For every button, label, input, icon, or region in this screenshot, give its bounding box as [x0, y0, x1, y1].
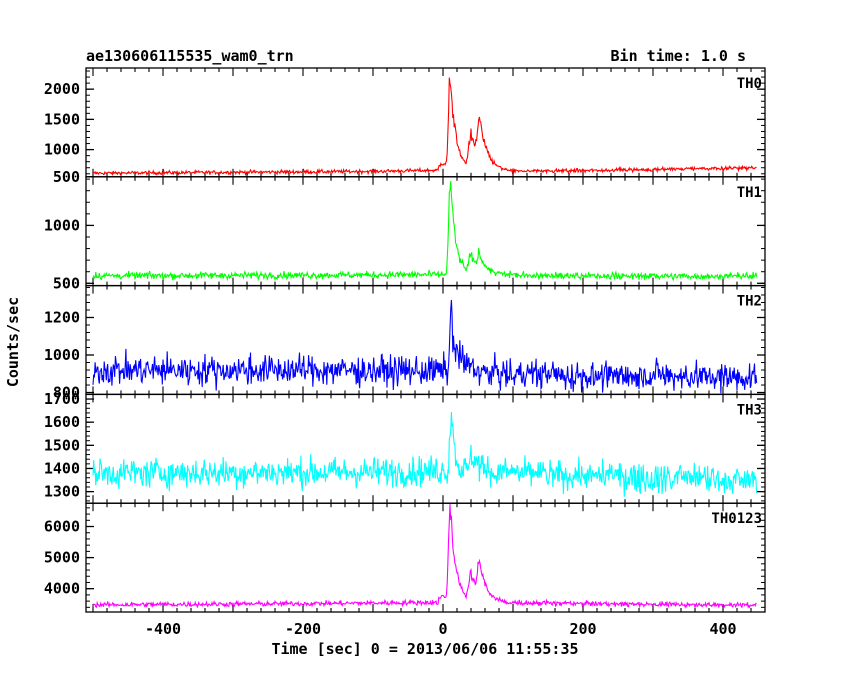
y-axis-label: Counts/sec [4, 297, 22, 387]
panel-label: TH0123 [711, 511, 762, 527]
y-tick-label: 4000 [44, 580, 80, 598]
panel-frame [85, 67, 766, 178]
y-tick-label: 500 [53, 168, 80, 186]
panel-frame [85, 176, 766, 287]
series-line-TH0 [92, 77, 757, 177]
y-tick-label: 1300 [44, 483, 80, 501]
panel-frame [85, 393, 766, 504]
y-tick-label: 1000 [44, 216, 80, 234]
x-tick-label: 0 [438, 620, 447, 638]
bin-time-label: Bin time: 1.0 s [611, 47, 746, 65]
panel-frame [85, 502, 766, 613]
panel-label: TH2 [737, 294, 762, 310]
x-axis-label: Time [sec] 0 = 2013/06/06 11:55:35 [271, 640, 578, 658]
y-tick-label: 1700 [44, 390, 80, 408]
y-tick-label: 1500 [44, 436, 80, 454]
series-line-TH2 [92, 299, 758, 394]
chart-title: ae130606115535_wam0_trn [86, 47, 294, 65]
series-line-TH3 [92, 411, 758, 497]
series-line-TH1 [92, 181, 758, 282]
y-tick-label: 6000 [44, 518, 80, 536]
y-tick-label: 1000 [44, 346, 80, 364]
x-tick-label: -200 [285, 620, 321, 638]
y-tick-label: 1200 [44, 308, 80, 326]
x-tick-label: 400 [709, 620, 736, 638]
panel-label: TH1 [737, 185, 762, 201]
x-tick-label: -400 [145, 620, 181, 638]
y-tick-label: 2000 [44, 80, 80, 98]
y-tick-label: 800 [53, 384, 80, 402]
panel-label: TH0 [737, 76, 762, 92]
y-tick-label: 1400 [44, 459, 80, 477]
series-line-TH0123 [92, 504, 757, 609]
panel-label: TH3 [737, 402, 762, 418]
y-tick-label: 500 [53, 274, 80, 292]
x-tick-label: 200 [569, 620, 596, 638]
y-tick-label: 1500 [44, 110, 80, 128]
y-tick-label: 1600 [44, 413, 80, 431]
y-tick-label: 1000 [44, 141, 80, 159]
y-tick-label: 5000 [44, 549, 80, 567]
